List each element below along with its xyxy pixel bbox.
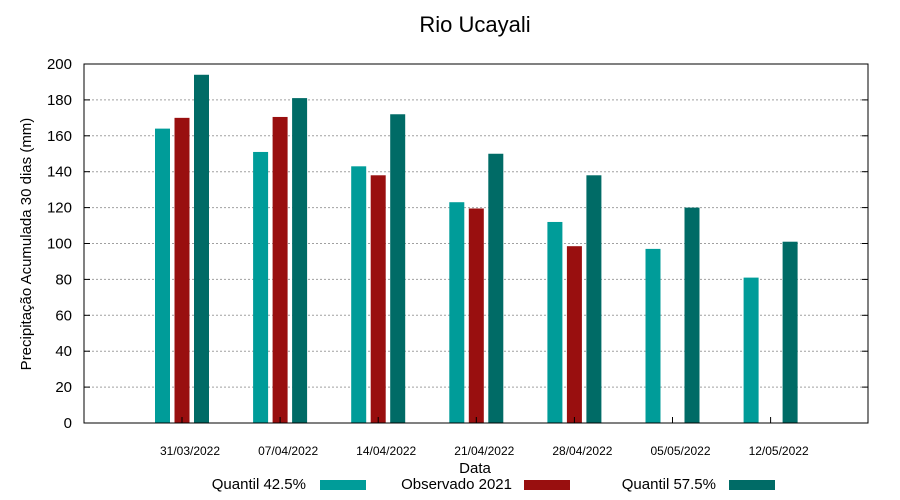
y-axis-ticks: 0 20 40 60 80 100 120 140 160 180 200 <box>47 56 868 432</box>
bar-3-4 <box>488 153 504 423</box>
y-tick-label: 60 <box>55 307 72 324</box>
x-tick-label: 21/04/2022 <box>454 444 514 458</box>
legend-swatch-2 <box>524 480 570 490</box>
y-tick-label: 160 <box>47 128 72 145</box>
bar-2-1 <box>174 117 190 423</box>
bar-1-4 <box>449 202 465 423</box>
bar-2-5 <box>566 246 582 423</box>
x-tick-label: 12/05/2022 <box>749 444 809 458</box>
y-tick-label: 200 <box>47 56 72 73</box>
x-tick-label: 28/04/2022 <box>552 444 612 458</box>
bar-1-6 <box>645 248 661 423</box>
bar-1-2 <box>253 151 269 423</box>
bar-3-3 <box>390 114 406 423</box>
y-tick-label: 100 <box>47 236 72 253</box>
legend-label-2: Observado 2021 <box>401 476 512 493</box>
y-tick-label: 140 <box>47 164 72 181</box>
bar-1-5 <box>547 221 563 423</box>
x-tick-label: 05/05/2022 <box>650 444 710 458</box>
y-tick-label: 20 <box>55 379 72 396</box>
y-axis-label: Precipitação Acumulada 30 dias (mm) <box>18 118 35 371</box>
bar-1-1 <box>155 128 170 423</box>
bars <box>155 74 798 424</box>
x-axis-label: Data <box>459 460 491 477</box>
legend-swatch-3 <box>729 480 775 490</box>
bar-1-3 <box>351 166 367 423</box>
bar-3-2 <box>292 98 308 423</box>
legend: Quantil 42.5% Observado 2021 Quantil 57.5% <box>212 476 775 493</box>
y-tick-label: 40 <box>55 343 72 360</box>
y-tick-label: 120 <box>47 200 72 217</box>
chart-title: Rio Ucayali <box>419 12 530 37</box>
x-tick-label: 14/04/2022 <box>356 444 416 458</box>
x-tick-label: 07/04/2022 <box>258 444 318 458</box>
bar-2-2 <box>272 116 288 423</box>
legend-swatch-1 <box>320 480 366 490</box>
bar-3-7 <box>782 241 798 423</box>
bar-3-5 <box>586 175 602 423</box>
x-tick-label: 31/03/2022 <box>160 444 220 458</box>
y-tick-label: 180 <box>47 92 72 109</box>
y-tick-label: 0 <box>64 415 72 432</box>
bar-1-7 <box>743 277 759 423</box>
bar-2-3 <box>370 175 386 423</box>
bar-3-6 <box>684 207 700 423</box>
legend-label-1: Quantil 42.5% <box>212 476 306 493</box>
bar-3-1 <box>194 74 209 424</box>
bar-2-4 <box>468 208 484 423</box>
x-axis-ticks: 31/03/2022 07/04/2022 14/04/2022 21/04/2022… <box>160 417 809 458</box>
y-tick-label: 80 <box>55 271 72 288</box>
legend-label-3: Quantil 57.5% <box>622 476 716 493</box>
